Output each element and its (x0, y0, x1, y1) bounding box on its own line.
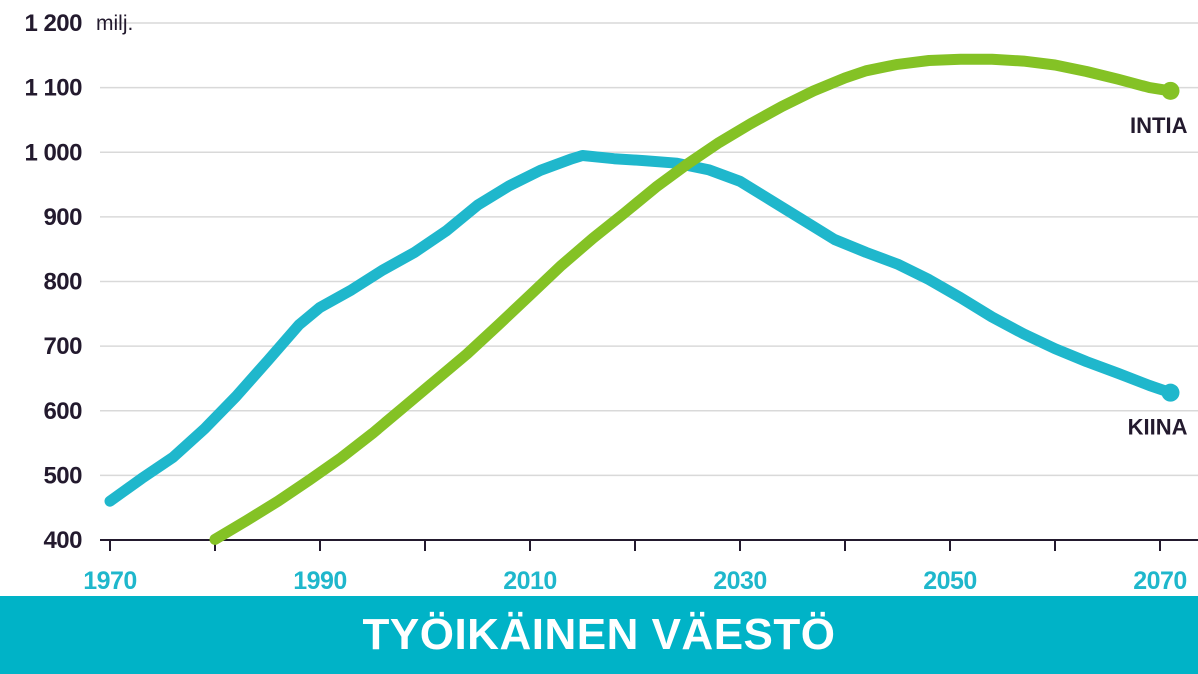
x-tick-label: 2050 (923, 567, 977, 595)
series-label-intia: INTIA (1130, 113, 1188, 138)
series-line-kiina (104, 150, 1176, 507)
y-tick-label: 1 000 (24, 139, 82, 166)
title-bar: TYÖIKÄINEN VÄESTÖ (0, 596, 1198, 674)
y-tick-label: 400 (43, 527, 82, 554)
line-chart: 400 500 600 700 800 900 1 000 1 100 1 200 milj. … (24, 10, 1198, 595)
y-tick-label: 500 (43, 462, 82, 489)
x-tick-label: 2010 (503, 567, 557, 595)
gridlines (100, 22, 1198, 477)
series-line-intia (209, 53, 1176, 545)
x-tick-label: 1990 (293, 567, 347, 595)
series-label-kiina: KIINA (1128, 415, 1188, 440)
series-endpoint-kiina (1161, 383, 1180, 402)
y-axis-ticks: 400 500 600 700 800 900 1 000 1 100 1 200 (24, 10, 82, 554)
y-tick-label: 800 (43, 269, 82, 296)
x-tick-label: 2030 (713, 567, 767, 595)
x-axis-ticks: 1970 1990 2010 2030 2050 2070 (83, 567, 1187, 595)
series-endpoint-intia (1161, 81, 1180, 100)
x-tick-label: 1970 (83, 567, 137, 595)
y-tick-label: 600 (43, 398, 82, 425)
y-tick-label: 700 (43, 333, 82, 360)
y-tick-label: 1 200 (24, 10, 82, 37)
x-tick-label: 2070 (1133, 567, 1187, 595)
series-labels: KIINA INTIA (1128, 113, 1188, 440)
chart-title: TYÖIKÄINEN VÄESTÖ (362, 610, 836, 659)
unit-label: milj. (96, 12, 133, 35)
x-axis (100, 539, 1198, 551)
series-lines (104, 53, 1180, 545)
y-tick-label: 900 (43, 204, 82, 231)
y-tick-label: 1 100 (24, 75, 82, 102)
